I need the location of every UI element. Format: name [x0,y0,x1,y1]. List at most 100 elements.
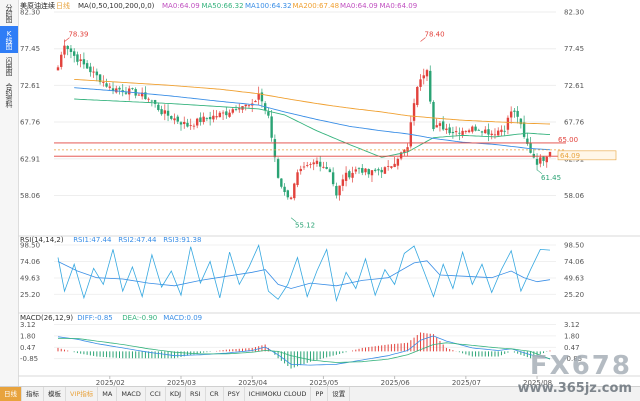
toolbar-tab-12[interactable]: PP [311,387,329,401]
macd-y-tick-right: 0.47 [564,344,580,352]
candle-body [205,118,209,120]
toolbar-tab-10[interactable]: PSY [224,387,245,401]
candle-body [503,130,506,132]
toolbar-tab-2[interactable]: 模板 [44,387,66,401]
candle-body [322,166,325,168]
candle-body [487,129,490,135]
macd-legend-item: MACD(26,12,9) [20,314,73,322]
macd-legend-item: MACD:0.09 [163,314,202,322]
candle-body [500,129,503,133]
sidebar-item-timeshare[interactable]: 分时图 [5,4,13,22]
legend-item: MA0:64.09 [162,2,200,10]
macd-dea-line [58,338,551,363]
toolbar-tab-0[interactable]: 日线 [0,387,22,401]
price-label: 65.00 [558,136,578,144]
candle-body [163,110,167,114]
candle-body [238,108,241,110]
candle-body [192,125,196,127]
bottom-toolbar: 日线 指标 模板 VIP指标 MA MACD CCI KDJ RSI CR PSY ICHIMOKU … [0,386,640,401]
toolbar-tab-7[interactable]: KDJ [166,387,187,401]
y-tick-right: 77.45 [564,45,584,53]
macd-diff-line [57,335,551,366]
candle-body [461,130,464,135]
sidebar-item-contract-info[interactable]: 合约资料 [5,83,13,107]
y-tick-right: 67.76 [564,119,585,127]
toolbar-tab-9[interactable]: CR [206,387,224,401]
candle-body [312,162,315,165]
legend-item: MA50:66.32 [201,2,243,10]
candle-body [82,59,86,65]
candle-body [63,45,66,55]
macd-legend-item: DIFF:-0.85 [77,314,112,322]
candle-body [406,147,409,152]
candle-body [451,131,455,134]
candle-body [403,149,406,153]
candle-body [89,66,92,73]
toolbar-tab-5[interactable]: MACD [117,387,146,401]
rsi-y-tick-right: 49.63 [564,274,584,282]
macd-y-tick-left: 0.47 [20,344,36,352]
x-tick-label: 2025/05 [309,379,338,386]
candle-body [445,128,448,131]
candle-body [69,48,73,53]
candle-body [102,82,105,83]
current-price-box [557,150,617,161]
candle-body [467,130,471,133]
candle-body [221,112,225,114]
current-price-label: 64.09 [560,152,580,160]
macd-y-tick-left: 1.80 [20,332,36,340]
candle-body [296,172,299,186]
candle-body [493,134,497,136]
legend-item: MA(0,50,100,200,0,0) [78,2,155,10]
candle-body [225,111,228,116]
candle-body [341,179,345,186]
candle-body [548,151,552,157]
x-tick-label: 2025/07 [452,379,481,386]
toolbar-tab-4[interactable]: MA [98,387,118,401]
toolbar-tab-1[interactable]: 指标 [22,387,44,401]
extreme-label: 61.45 [541,174,561,182]
rsi-y-tick-right: 74.06 [564,258,585,266]
candle-body [448,127,451,134]
candle-body [186,122,189,127]
macd-y-tick-left: -0.85 [20,355,38,363]
candle-body [377,169,380,171]
candle-body [144,92,147,100]
watermark: FX678 www.365jz.com [518,351,632,396]
rsi-legend-item: RSI3:91.38 [163,236,201,244]
candle-body [354,169,357,172]
toolbar-tab-13[interactable]: 设置 [328,387,351,401]
candle-body [386,165,390,167]
candle-body [228,112,231,117]
rsi-y-tick-left: 98.50 [20,242,40,250]
candle-body [215,116,218,118]
toolbar-tab-11[interactable]: ICHIMOKU CLOUD [245,387,312,401]
candle-body [545,156,548,163]
candle-body [380,169,383,173]
candle-body [393,163,396,168]
sidebar-item-flash[interactable]: 闪电图 [5,57,13,75]
candle-body [338,185,341,196]
toolbar-tab-8[interactable]: RSI [186,387,206,401]
sidebar-item-kline[interactable]: K线图 [0,26,18,53]
candle-body [513,110,516,112]
extreme-label: 78.39 [68,31,88,39]
candle-body [318,161,322,167]
candle-body [286,190,290,198]
macd-y-tick-right: -0.85 [564,355,582,363]
candle-body [396,158,400,166]
toolbar-tab-3[interactable]: VIP指标 [66,387,99,401]
toolbar-tab-6[interactable]: CCI [146,387,166,401]
y-tick-left: 58.06 [20,192,41,200]
candle-body [111,88,115,91]
candle-body [315,160,319,164]
x-tick-label: 2025/03 [167,379,196,386]
rsi-line [57,260,551,289]
candle-body [542,156,545,161]
candle-body [490,133,493,135]
extreme-label: 78.40 [425,31,445,39]
candle-body [72,51,76,56]
candle-body [195,118,199,126]
candle-body [383,167,387,174]
legend-item: MA200:67.48 [293,2,340,10]
